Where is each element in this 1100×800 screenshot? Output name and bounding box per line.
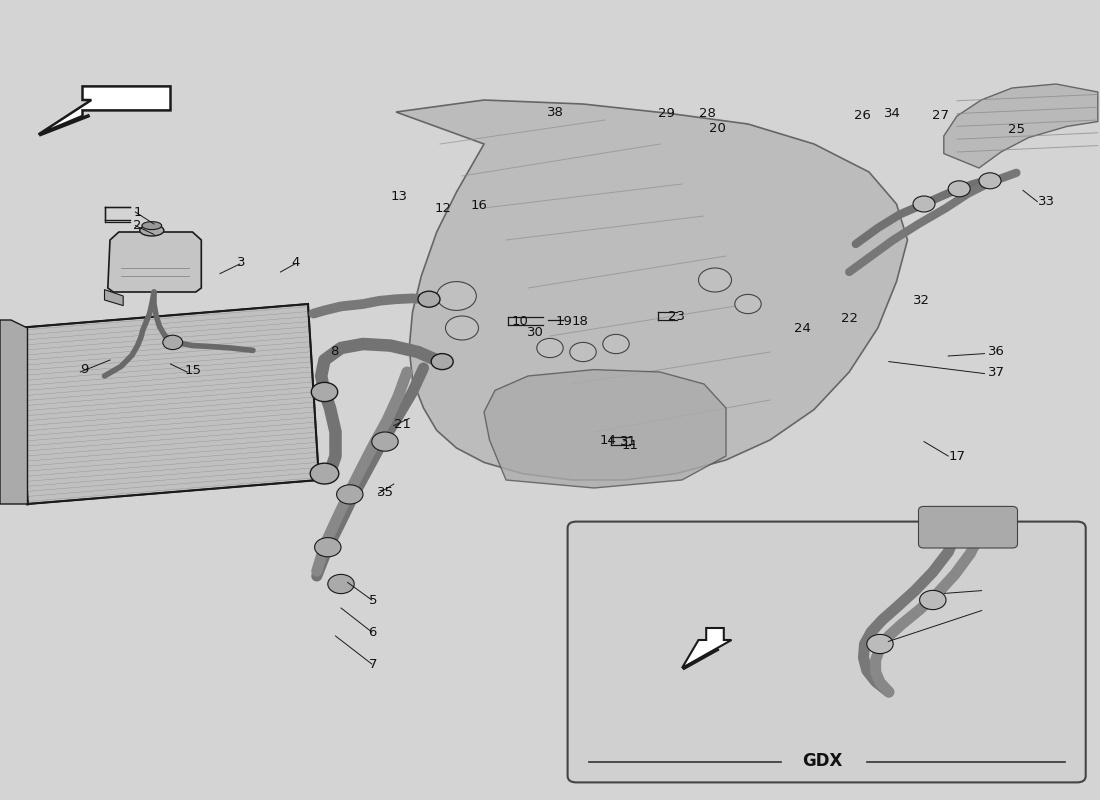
Text: 14: 14 [600,434,616,446]
Circle shape [698,268,732,292]
Circle shape [437,282,476,310]
Text: 30: 30 [527,326,543,338]
Polygon shape [39,86,170,134]
FancyBboxPatch shape [568,522,1086,782]
Circle shape [948,181,970,197]
Circle shape [446,316,478,340]
Text: 26: 26 [854,109,870,122]
Circle shape [418,291,440,307]
Circle shape [603,334,629,354]
Text: 23: 23 [668,310,684,322]
Circle shape [310,463,339,484]
Text: 32: 32 [913,294,930,306]
Text: 18: 18 [572,315,588,328]
Text: 7: 7 [368,658,377,670]
Text: 27: 27 [932,109,948,122]
Text: 10: 10 [512,315,528,328]
Text: 15: 15 [185,364,201,377]
Text: 16: 16 [471,199,487,212]
FancyBboxPatch shape [918,506,1018,548]
Text: 13: 13 [390,190,407,202]
Circle shape [570,342,596,362]
Circle shape [311,382,338,402]
Circle shape [163,335,183,350]
Text: 33: 33 [1038,195,1055,208]
Text: 9: 9 [80,363,89,376]
Text: 12: 12 [434,202,451,214]
Text: 5: 5 [368,594,377,606]
Text: 35: 35 [377,486,394,498]
Text: GDX: GDX [803,752,843,770]
Polygon shape [16,304,319,504]
Text: 28: 28 [698,107,715,120]
Circle shape [920,590,946,610]
Text: 21: 21 [394,418,410,430]
Text: 11: 11 [621,439,638,452]
Circle shape [537,338,563,358]
Ellipse shape [142,222,162,230]
Text: 36: 36 [988,346,1004,358]
Text: 6: 6 [368,626,377,638]
Text: 17: 17 [948,450,965,462]
Text: 3: 3 [236,256,245,269]
Polygon shape [104,290,123,306]
Text: 4: 4 [292,256,300,269]
Text: 22: 22 [842,312,858,325]
Circle shape [735,294,761,314]
Text: 20: 20 [710,122,726,134]
Circle shape [867,634,893,654]
Text: 2: 2 [133,219,142,232]
Text: 37: 37 [988,366,1004,378]
Circle shape [979,173,1001,189]
Text: 24: 24 [794,322,811,334]
Circle shape [431,354,453,370]
Text: 19: 19 [556,315,572,328]
Polygon shape [484,370,726,488]
Text: 38: 38 [547,106,563,118]
Circle shape [372,432,398,451]
Text: 1: 1 [133,206,142,218]
Text: 8: 8 [330,346,339,358]
Text: 25: 25 [1008,123,1024,136]
Text: 31: 31 [620,435,637,448]
Polygon shape [944,84,1098,168]
Circle shape [913,196,935,212]
Polygon shape [108,232,201,292]
Text: 29: 29 [658,107,674,120]
Polygon shape [0,320,28,504]
Polygon shape [396,100,908,480]
Text: 34: 34 [884,107,901,120]
Circle shape [328,574,354,594]
Circle shape [315,538,341,557]
Polygon shape [682,628,732,668]
Circle shape [337,485,363,504]
Ellipse shape [140,225,164,236]
